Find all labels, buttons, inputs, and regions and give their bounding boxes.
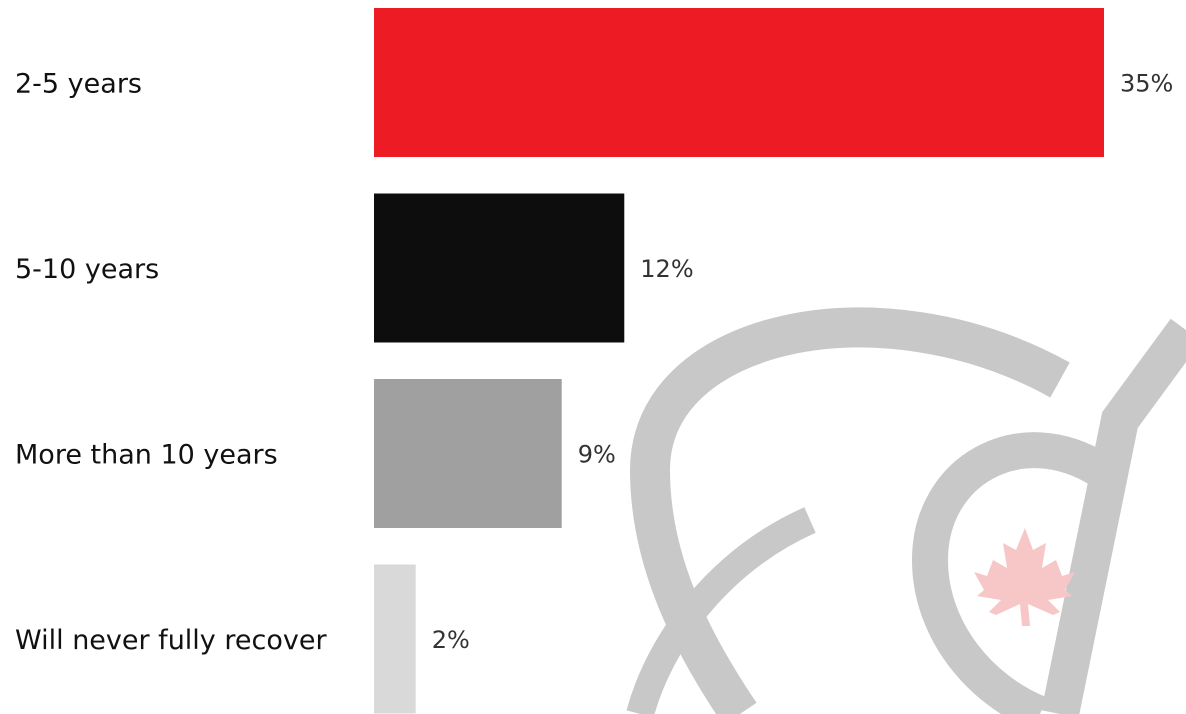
bar-2-5-years xyxy=(374,8,1104,157)
value-label-more-than-10-years: 9% xyxy=(578,441,616,469)
category-label-more-than-10-years: More than 10 years xyxy=(15,440,278,471)
category-label-5-10-years: 5-10 years xyxy=(15,254,159,285)
watermark-inner-arc xyxy=(626,507,816,714)
maple-leaf-icon xyxy=(974,528,1075,626)
watermark-f-stroke xyxy=(1041,318,1186,714)
bar-5-10-years xyxy=(374,193,625,343)
bar-more-than-10-years xyxy=(374,379,562,528)
value-labels: 35% 12% 9% 2% xyxy=(432,70,1174,655)
bar-will-never-fully-recover xyxy=(374,564,416,714)
value-label-will-never-fully-recover: 2% xyxy=(432,626,470,654)
watermark-c-arc xyxy=(911,432,1110,714)
category-label-will-never-fully-recover: Will never fully recover xyxy=(15,625,327,656)
value-label-2-5-years: 35% xyxy=(1120,70,1173,98)
bar-group xyxy=(374,8,1104,714)
category-labels: 2-5 years 5-10 years More than 10 years Wil… xyxy=(15,69,327,657)
category-label-2-5-years: 2-5 years xyxy=(15,69,142,100)
value-label-5-10-years: 12% xyxy=(640,255,693,283)
watermark-arcs xyxy=(626,307,1186,714)
